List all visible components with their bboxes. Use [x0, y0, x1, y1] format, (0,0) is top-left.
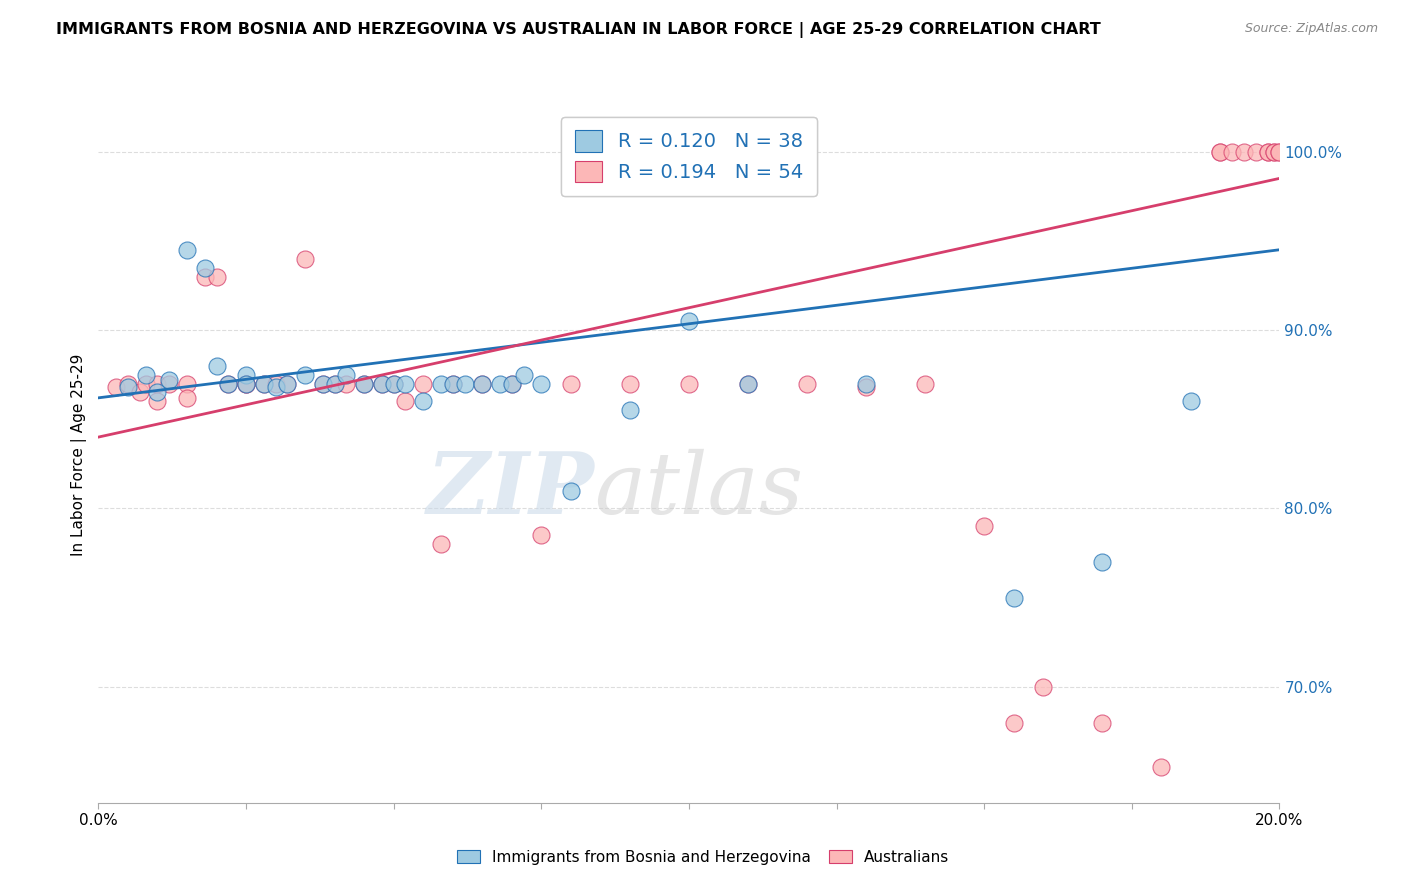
Point: [914, 376, 936, 391]
Point: [430, 537, 453, 551]
Legend: Immigrants from Bosnia and Herzegovina, Australians: Immigrants from Bosnia and Herzegovina, …: [450, 844, 956, 871]
Point: [353, 376, 375, 391]
Point: [1244, 145, 1267, 159]
Point: [205, 269, 228, 284]
Point: [117, 376, 139, 391]
Point: [276, 376, 298, 391]
Point: [737, 376, 759, 391]
Point: [530, 376, 553, 391]
Point: [1091, 555, 1114, 569]
Point: [353, 376, 375, 391]
Point: [253, 376, 276, 391]
Point: [1209, 145, 1232, 159]
Point: [855, 376, 877, 391]
Point: [430, 376, 453, 391]
Point: [176, 391, 198, 405]
Point: [176, 376, 198, 391]
Point: [382, 376, 405, 391]
Point: [453, 376, 475, 391]
Point: [512, 368, 534, 382]
Point: [501, 376, 523, 391]
Point: [335, 376, 357, 391]
Point: [176, 243, 198, 257]
Point: [312, 376, 335, 391]
Point: [1233, 145, 1256, 159]
Point: [1257, 145, 1279, 159]
Point: [294, 252, 316, 266]
Point: [264, 376, 287, 391]
Point: [294, 368, 316, 382]
Point: [312, 376, 335, 391]
Point: [235, 368, 257, 382]
Point: [146, 385, 169, 400]
Point: [412, 376, 434, 391]
Point: [276, 376, 298, 391]
Point: [146, 376, 169, 391]
Point: [157, 376, 180, 391]
Text: ZIP: ZIP: [426, 448, 595, 532]
Point: [394, 394, 416, 409]
Point: [560, 483, 582, 498]
Point: [1150, 760, 1173, 774]
Point: [1263, 145, 1285, 159]
Point: [530, 528, 553, 542]
Y-axis label: In Labor Force | Age 25-29: In Labor Force | Age 25-29: [72, 354, 87, 556]
Point: [855, 380, 877, 394]
Point: [1220, 145, 1243, 159]
Point: [678, 376, 700, 391]
Point: [678, 314, 700, 328]
Point: [323, 376, 346, 391]
Point: [501, 376, 523, 391]
Point: [1180, 394, 1202, 409]
Point: [371, 376, 394, 391]
Text: atlas: atlas: [595, 449, 804, 531]
Point: [1002, 591, 1025, 605]
Text: IMMIGRANTS FROM BOSNIA AND HERZEGOVINA VS AUSTRALIAN IN LABOR FORCE | AGE 25-29 : IMMIGRANTS FROM BOSNIA AND HERZEGOVINA V…: [56, 22, 1101, 38]
Point: [1002, 715, 1025, 730]
Point: [1209, 145, 1232, 159]
Point: [1263, 145, 1285, 159]
Point: [619, 376, 641, 391]
Point: [412, 394, 434, 409]
Point: [217, 376, 239, 391]
Point: [146, 394, 169, 409]
Point: [1257, 145, 1279, 159]
Point: [489, 376, 512, 391]
Point: [135, 376, 157, 391]
Point: [235, 376, 257, 391]
Point: [382, 376, 405, 391]
Point: [1032, 680, 1054, 694]
Point: [135, 368, 157, 382]
Point: [157, 373, 180, 387]
Point: [619, 403, 641, 417]
Point: [205, 359, 228, 373]
Point: [973, 519, 995, 533]
Point: [335, 368, 357, 382]
Point: [796, 376, 818, 391]
Point: [394, 376, 416, 391]
Point: [235, 376, 257, 391]
Point: [117, 380, 139, 394]
Point: [194, 269, 217, 284]
Point: [1268, 145, 1291, 159]
Point: [737, 376, 759, 391]
Text: Source: ZipAtlas.com: Source: ZipAtlas.com: [1244, 22, 1378, 36]
Point: [105, 380, 128, 394]
Point: [1268, 145, 1291, 159]
Point: [128, 385, 150, 400]
Point: [560, 376, 582, 391]
Point: [441, 376, 464, 391]
Point: [194, 260, 217, 275]
Point: [441, 376, 464, 391]
Point: [471, 376, 494, 391]
Legend: R = 0.120   N = 38, R = 0.194   N = 54: R = 0.120 N = 38, R = 0.194 N = 54: [561, 117, 817, 196]
Point: [323, 376, 346, 391]
Point: [217, 376, 239, 391]
Point: [471, 376, 494, 391]
Point: [264, 380, 287, 394]
Point: [371, 376, 394, 391]
Point: [253, 376, 276, 391]
Point: [1091, 715, 1114, 730]
Point: [235, 376, 257, 391]
